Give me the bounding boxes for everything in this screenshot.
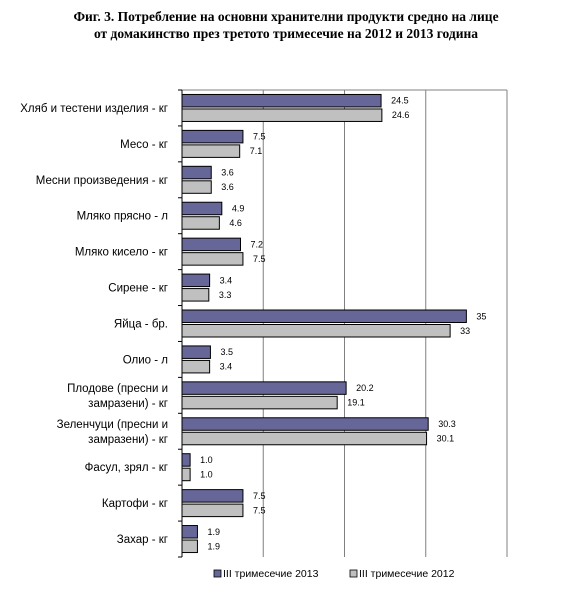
bar-2012 xyxy=(181,288,210,302)
category-label: Плодове (пресни и xyxy=(67,383,168,395)
category-label: Фасул, зрял - кг xyxy=(85,462,168,474)
value-label-2012: 7.5 xyxy=(253,505,266,515)
legend-2013-swatch xyxy=(213,569,222,578)
value-label-2013: 7.5 xyxy=(253,132,266,142)
value-label-2013: 3.5 xyxy=(220,347,233,357)
value-label-2012: 4.6 xyxy=(229,218,242,228)
value-label-2013: 4.9 xyxy=(232,203,245,213)
category-label: замразени) - кг xyxy=(88,398,168,410)
value-label-2013: 1.0 xyxy=(200,455,213,465)
legend-2013-label: III тримесечие 2013 xyxy=(223,568,319,580)
category-label: Яйца - бр. xyxy=(114,319,168,331)
category-label: Захар - кг xyxy=(117,534,168,546)
bar-2013 xyxy=(181,345,211,359)
value-label-2013: 7.5 xyxy=(253,491,266,501)
bar-2012 xyxy=(181,324,451,338)
category-label: Хляб и тестени изделия - кг xyxy=(20,103,168,115)
bar-2013 xyxy=(181,417,429,431)
bar-2013 xyxy=(181,165,212,180)
chart-title-line-1: Фиг. 3. Потребление на основни хранителн… xyxy=(73,9,499,24)
category-label: Месо - кг xyxy=(120,139,168,151)
value-label-2012: 3.4 xyxy=(220,362,233,372)
category-label: Месни произведения - кг xyxy=(36,175,168,187)
bar-2012 xyxy=(181,431,428,446)
bar-2012 xyxy=(181,359,211,374)
bar-2013 xyxy=(181,273,211,288)
value-label-2012: 33 xyxy=(460,326,470,336)
value-label-2012: 24.6 xyxy=(392,110,410,120)
bar-2013 xyxy=(181,129,244,144)
category-label: замразени) - кг xyxy=(88,434,168,446)
value-label-2013: 24.5 xyxy=(391,96,409,106)
bar-2012 xyxy=(181,467,191,482)
value-label-2013: 3.6 xyxy=(221,168,234,178)
value-label-2013: 30.3 xyxy=(438,419,456,429)
bar-2012 xyxy=(181,539,198,554)
value-label-2012: 7.5 xyxy=(253,254,266,264)
value-label-2012: 3.6 xyxy=(221,182,234,192)
bar-2013 xyxy=(181,309,467,323)
value-label-2013: 20.2 xyxy=(356,383,374,393)
chart-title-line-2: от домакинство през третото тримесечие н… xyxy=(93,26,479,41)
chart-title: Фиг. 3. Потребление на основни хранителн… xyxy=(0,8,572,42)
category-label: Мляко прясно - л xyxy=(77,211,168,223)
category-label: Мляко кисело - кг xyxy=(75,247,168,259)
bar-2012 xyxy=(181,395,338,410)
value-label-2012: 1.0 xyxy=(200,469,213,479)
bar-2012 xyxy=(181,503,244,518)
bar-2013 xyxy=(181,489,244,503)
value-label-2013: 3.4 xyxy=(220,275,233,285)
value-label-2012: 3.3 xyxy=(219,290,232,300)
value-label-2012: 19.1 xyxy=(347,398,365,408)
value-label-2013: 1.9 xyxy=(207,527,220,537)
value-label-2012: 1.9 xyxy=(207,541,220,551)
category-label: Зеленчуци (пресни и xyxy=(57,419,168,431)
bar-2013 xyxy=(181,201,223,216)
bar-2012 xyxy=(181,252,244,266)
bar-2013 xyxy=(181,237,241,252)
bar-2013 xyxy=(181,525,198,539)
bar-2013 xyxy=(181,381,347,395)
bar-2013 xyxy=(181,93,382,108)
category-label: Олио - л xyxy=(123,354,168,366)
value-label-2012: 7.1 xyxy=(250,146,263,156)
legend-2012-label: III тримесечие 2012 xyxy=(359,568,455,580)
value-label-2012: 30.1 xyxy=(437,434,455,444)
legend-2012-swatch xyxy=(349,569,358,578)
bar-2012 xyxy=(181,180,212,194)
value-label-2013: 35 xyxy=(476,311,486,321)
bar-2012 xyxy=(181,216,220,230)
category-label: Картофи - кг xyxy=(102,498,168,510)
category-label: Сирене - кг xyxy=(108,283,168,295)
value-label-2013: 7.2 xyxy=(251,239,264,249)
bar-2012 xyxy=(181,108,383,122)
bar-2012 xyxy=(181,144,241,158)
bar-2013 xyxy=(181,453,191,467)
